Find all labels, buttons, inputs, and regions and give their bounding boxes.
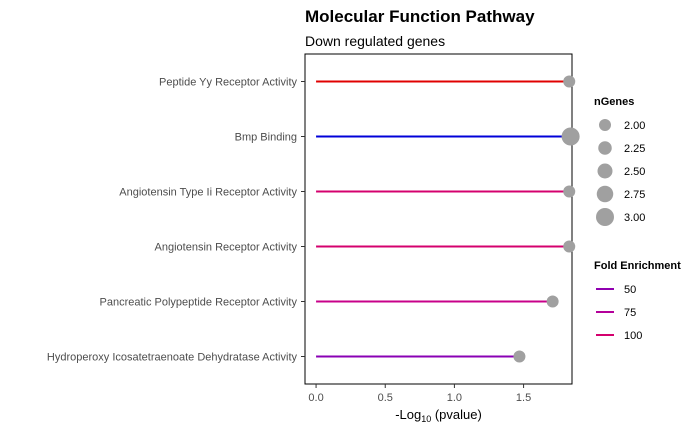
color-legend-label: 75 xyxy=(624,307,636,319)
size-legend-key xyxy=(596,208,614,226)
size-legend-label: 2.00 xyxy=(624,120,645,132)
lollipop-point xyxy=(563,185,576,198)
size-legend-key xyxy=(599,119,611,131)
lollipop-point xyxy=(563,240,576,253)
color-legend-label: 100 xyxy=(624,330,642,342)
size-legend-label: 2.50 xyxy=(624,166,645,178)
category-label: Hydroperoxy Icosatetraenoate Dehydratase… xyxy=(47,352,298,364)
size-legend-key xyxy=(596,185,614,203)
color-legend: Fold Enrichment 50 75 100 xyxy=(594,260,681,342)
chart-subtitle: Down regulated genes xyxy=(305,33,445,49)
x-tick-label: 1.5 xyxy=(516,392,531,404)
size-legend-key xyxy=(597,163,613,179)
chart-title: Molecular Function Pathway xyxy=(305,7,535,26)
size-legend-title: nGenes xyxy=(594,96,634,108)
x-tick-label: 0.5 xyxy=(378,392,393,404)
color-legend-label: 50 xyxy=(624,284,636,296)
category-labels: Peptide Yy Receptor Activity Bmp Binding A… xyxy=(47,77,305,364)
category-label: Bmp Binding xyxy=(235,132,297,144)
lollipop-point xyxy=(561,127,580,146)
lollipop-point xyxy=(513,350,526,363)
size-legend-key xyxy=(598,141,612,155)
x-tick-label: 0.0 xyxy=(308,392,323,404)
category-label: Pancreatic Polypeptide Receptor Activity xyxy=(100,297,298,309)
plot-panel xyxy=(304,53,573,385)
category-label: Peptide Yy Receptor Activity xyxy=(159,77,297,89)
lollipop-series xyxy=(316,75,580,363)
lollipop-point xyxy=(546,295,559,308)
color-legend-title: Fold Enrichment xyxy=(594,260,681,272)
x-axis: 0.0 0.5 1.0 1.5 xyxy=(308,384,531,404)
category-label: Angiotensin Type Ii Receptor Activity xyxy=(119,187,297,199)
size-legend: nGenes 2.00 2.25 2.50 2.75 3.00 xyxy=(594,96,645,226)
size-legend-label: 3.00 xyxy=(624,212,645,224)
lollipop-point xyxy=(563,75,576,88)
size-legend-label: 2.75 xyxy=(624,189,645,201)
size-legend-label: 2.25 xyxy=(624,143,645,155)
x-tick-label: 1.0 xyxy=(447,392,462,404)
category-label: Angiotensin Receptor Activity xyxy=(155,242,298,254)
x-axis-title: -Log10 (pvalue) xyxy=(395,407,482,424)
